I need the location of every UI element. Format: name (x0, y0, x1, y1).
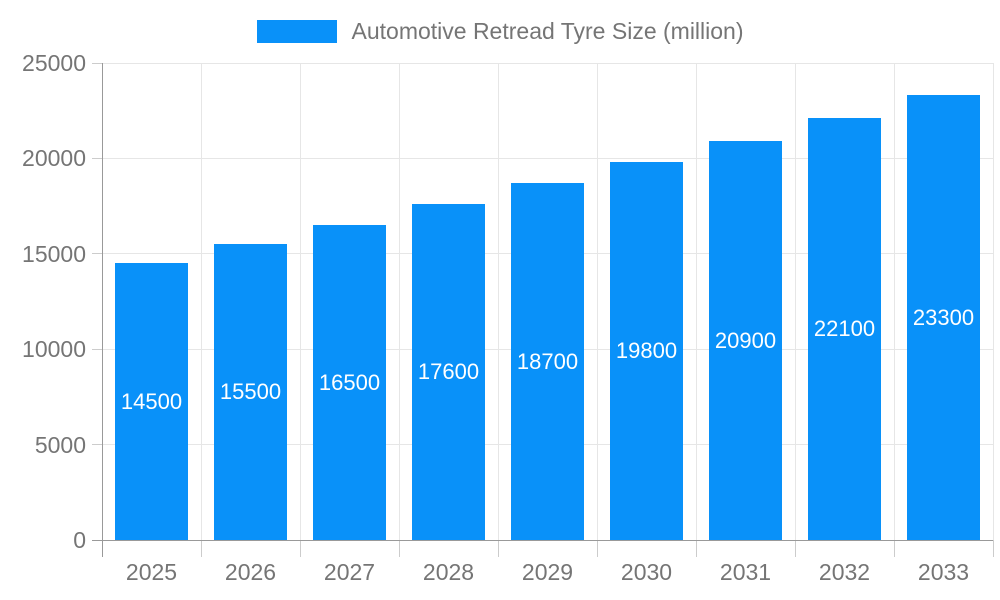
bar-value-label: 17600 (417, 359, 480, 385)
bar[interactable]: 23300 (906, 95, 981, 540)
x-axis-label: 2031 (719, 559, 772, 585)
y-axis-label: 0 (73, 527, 86, 553)
x-gridline (695, 63, 697, 540)
y-axis-label: 15000 (22, 240, 86, 267)
x-axis-tick (695, 540, 697, 557)
x-axis-label: 2025 (125, 559, 178, 585)
x-axis-tick (299, 540, 301, 557)
bar[interactable]: 16500 (312, 225, 387, 540)
y-gridline (102, 157, 993, 159)
bar-value-label: 19800 (615, 338, 678, 364)
bar-value-label: 22100 (813, 316, 876, 342)
x-axis-label: 2033 (917, 559, 970, 585)
x-gridline (596, 63, 598, 540)
x-axis-label: 2029 (521, 559, 574, 585)
bar-value-label: 23300 (912, 304, 975, 330)
bar-value-label: 14500 (120, 388, 183, 414)
y-axis-tick (92, 348, 102, 350)
bar[interactable]: 15500 (213, 244, 288, 540)
y-gridline (102, 62, 993, 64)
x-axis-tick (992, 540, 994, 557)
legend[interactable]: Automotive Retread Tyre Size (million) (0, 14, 1000, 48)
x-axis-tick (596, 540, 598, 557)
bar-value-label: 16500 (318, 369, 381, 395)
x-gridline (992, 63, 994, 540)
x-axis-label: 2030 (620, 559, 673, 585)
y-axis-tick (92, 157, 102, 159)
legend-swatch (256, 19, 337, 43)
x-axis-line (92, 539, 993, 541)
legend-label: Automotive Retread Tyre Size (million) (351, 18, 744, 44)
x-gridline (497, 63, 499, 540)
x-gridline (893, 63, 895, 540)
bar[interactable]: 20900 (708, 141, 783, 540)
bar[interactable]: 19800 (609, 162, 684, 540)
bar[interactable]: 22100 (807, 118, 882, 540)
x-axis-tick (398, 540, 400, 557)
y-axis-label: 5000 (34, 431, 86, 458)
bar-value-label: 20900 (714, 327, 777, 353)
y-axis-label: 20000 (22, 145, 86, 172)
bar[interactable]: 14500 (114, 263, 189, 540)
x-axis-label: 2032 (818, 559, 871, 585)
x-axis-tick (893, 540, 895, 557)
y-axis-tick (92, 253, 102, 255)
y-axis-label: 25000 (22, 50, 86, 76)
bar[interactable]: 17600 (411, 204, 486, 540)
x-gridline (794, 63, 796, 540)
x-axis-label: 2026 (224, 559, 277, 585)
y-axis-tick (92, 444, 102, 446)
bar-value-label: 18700 (516, 348, 579, 374)
x-axis-tick (200, 540, 202, 557)
x-axis-label: 2028 (422, 559, 475, 585)
y-axis-tick (92, 62, 102, 64)
y-axis-line (101, 63, 103, 557)
y-axis-label: 10000 (22, 336, 86, 363)
bar[interactable]: 18700 (510, 183, 585, 540)
x-gridline (200, 63, 202, 540)
x-gridline (299, 63, 301, 540)
x-axis-tick (794, 540, 796, 557)
bar-value-label: 15500 (219, 379, 282, 405)
x-gridline (398, 63, 400, 540)
x-axis-label: 2027 (323, 559, 376, 585)
x-axis-tick (497, 540, 499, 557)
